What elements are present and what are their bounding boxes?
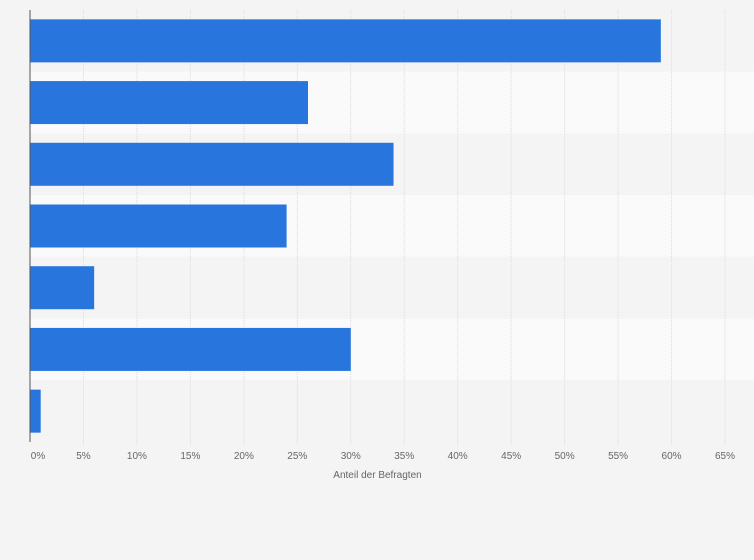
x-tick-label: 35%	[394, 451, 414, 462]
x-tick-label: 60%	[662, 451, 682, 462]
x-tick-label: 65%	[715, 451, 735, 462]
bar	[30, 19, 661, 63]
row-band	[30, 380, 754, 442]
x-tick-label: 0%	[31, 451, 46, 462]
x-tick-label: 10%	[127, 451, 147, 462]
bar	[30, 81, 308, 125]
x-axis-title: Anteil der Befragten	[333, 470, 421, 481]
x-tick-labels: 0% 5% 10% 15% 20% 25% 30% 35% 40% 45% 50% 55% 60% 65%	[31, 451, 735, 462]
bar	[30, 142, 394, 186]
bar	[30, 204, 287, 248]
x-tick-label: 40%	[448, 451, 468, 462]
x-tick-label: 20%	[234, 451, 254, 462]
bar	[30, 389, 41, 433]
x-tick-label: 25%	[287, 451, 307, 462]
x-tick-label: 30%	[341, 451, 361, 462]
bar	[30, 327, 351, 371]
row-bands	[30, 10, 754, 442]
bars	[30, 19, 661, 433]
bar	[30, 266, 95, 310]
x-tick-label: 55%	[608, 451, 628, 462]
x-tick-label: 15%	[180, 451, 200, 462]
x-tick-label: 5%	[76, 451, 91, 462]
x-tick-label: 45%	[501, 451, 521, 462]
x-tick-label: 50%	[555, 451, 575, 462]
row-band	[30, 256, 754, 319]
